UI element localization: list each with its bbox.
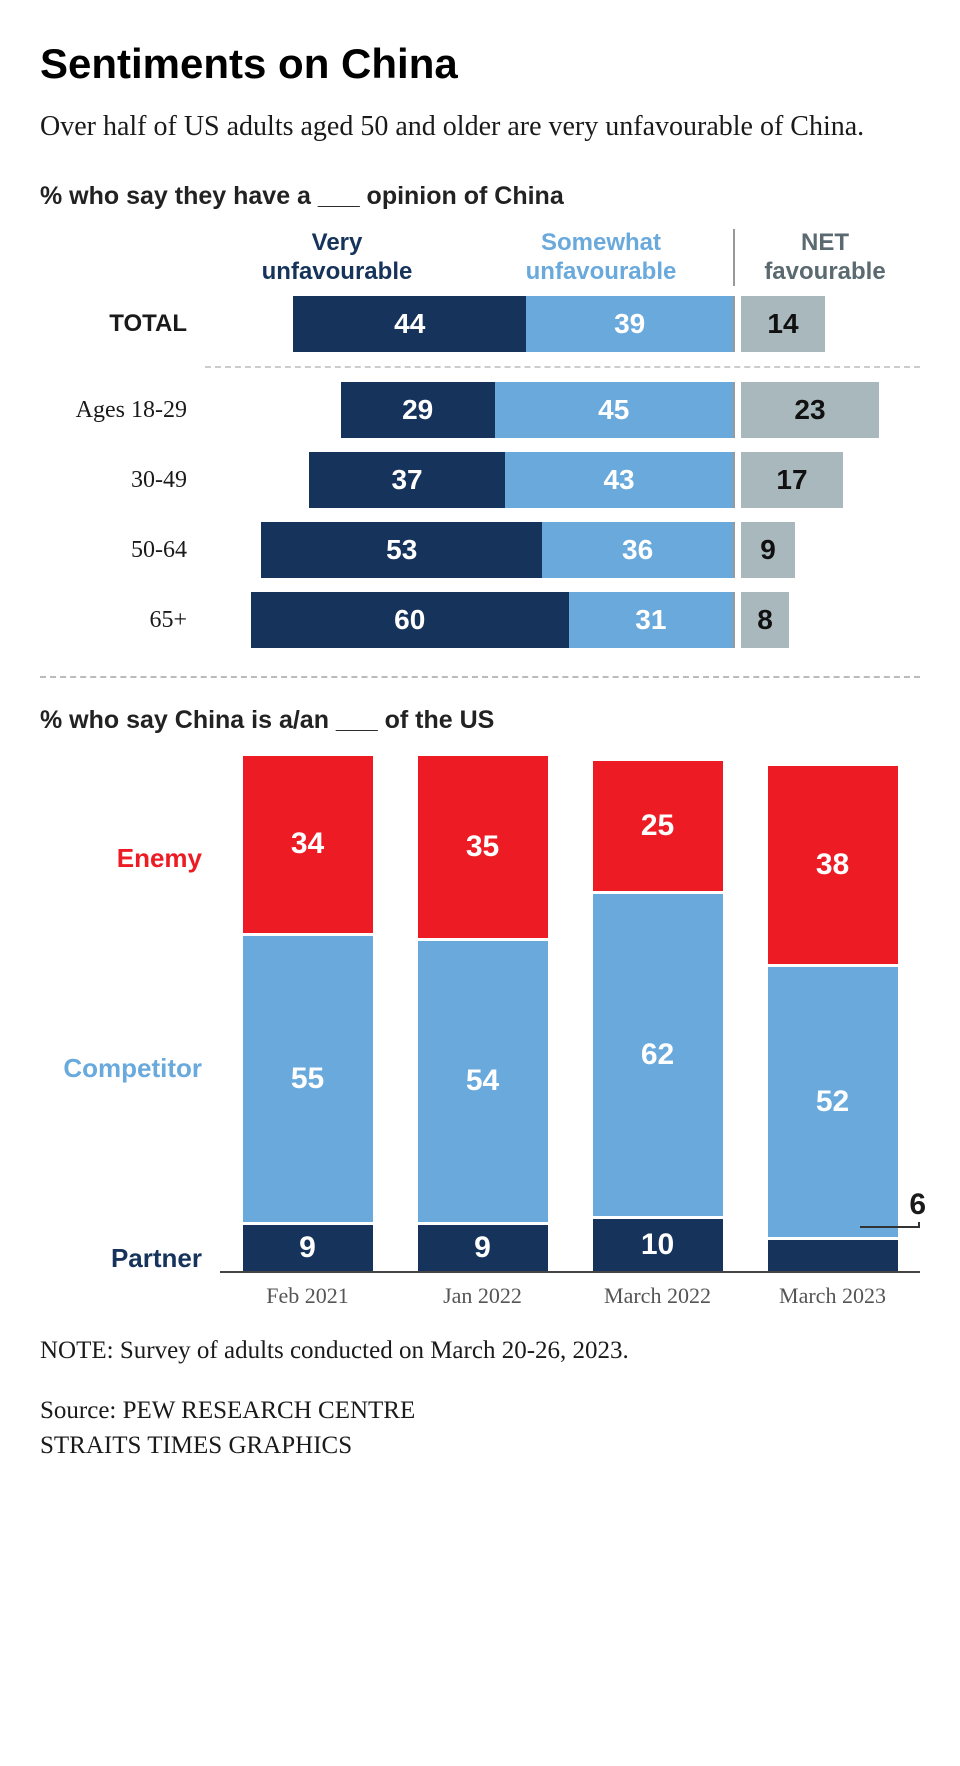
- seg-partner: 9: [418, 1225, 548, 1272]
- chart-subtitle: Over half of US adults aged 50 and older…: [40, 108, 920, 146]
- chart-title: Sentiments on China: [40, 40, 920, 88]
- row-label: 65+: [40, 607, 205, 634]
- bar-net: 23: [741, 382, 879, 438]
- source-text: Source: PEW RESEARCH CENTRE STRAITS TIME…: [40, 1393, 920, 1463]
- bar-net: 9: [741, 522, 795, 578]
- seg-partner: [768, 1240, 898, 1271]
- stacked-column: 3852: [768, 766, 898, 1271]
- seg-enemy: 38: [768, 766, 898, 964]
- bar-very: 44: [293, 296, 526, 352]
- seg-competitor: 62: [593, 894, 723, 1216]
- row-label: 30-49: [40, 467, 205, 494]
- bar-net: 17: [741, 452, 843, 508]
- note-text: NOTE: Survey of adults conducted on Marc…: [40, 1337, 920, 1365]
- bar-some: 43: [505, 452, 733, 508]
- bar-very: 60: [251, 592, 569, 648]
- chart1-row: 30-49 374317: [40, 452, 920, 508]
- bar-very: 37: [309, 452, 505, 508]
- bar-some: 36: [542, 522, 733, 578]
- bar-some: 45: [495, 382, 734, 438]
- source-line1: Source: PEW RESEARCH CENTRE: [40, 1397, 415, 1424]
- seg-competitor: 54: [418, 941, 548, 1222]
- chart1-row: 50-64 53369: [40, 522, 920, 578]
- chart2-legend: Enemy Competitor Partner: [40, 753, 220, 1273]
- seg-enemy: 34: [243, 756, 373, 933]
- row-label: Ages 18-29: [40, 397, 205, 424]
- chart2: EnemyCompetitorPartner 34559355492562103…: [40, 753, 920, 1309]
- legend-competitor: Competitor: [63, 1053, 202, 1084]
- col-some: Somewhatunfavourable: [469, 229, 733, 287]
- col-net: NETfavourable: [735, 229, 915, 287]
- divider: [40, 676, 920, 678]
- x-label: March 2023: [768, 1283, 898, 1309]
- seg-competitor: 52: [768, 967, 898, 1237]
- bar-net: 8: [741, 592, 789, 648]
- legend-partner: Partner: [111, 1243, 202, 1274]
- stacked-column: 256210: [593, 761, 723, 1271]
- seg-enemy: 35: [418, 756, 548, 938]
- seg-enemy: 25: [593, 761, 723, 891]
- chart1: VeryunfavourableSomewhatunfavourableNETf…: [40, 229, 920, 649]
- chart1-heading: % who say they have a ___ opinion of Chi…: [40, 182, 920, 211]
- stacked-column: 34559: [243, 756, 373, 1272]
- bar-very: 53: [261, 522, 542, 578]
- seg-partner: 10: [593, 1219, 723, 1271]
- chart2-plot: 34559355492562103852 6: [220, 753, 920, 1273]
- total-divider: [205, 366, 920, 368]
- legend-enemy: Enemy: [117, 843, 202, 874]
- callout-partner-value: 6: [909, 1188, 926, 1222]
- stacked-column: 35549: [418, 756, 548, 1272]
- seg-competitor: 55: [243, 936, 373, 1222]
- seg-partner: 9: [243, 1225, 373, 1272]
- row-label: TOTAL: [40, 310, 205, 338]
- col-very: Veryunfavourable: [205, 229, 469, 287]
- x-label: Feb 2021: [243, 1283, 373, 1309]
- chart1-row: Ages 18-29 294523: [40, 382, 920, 438]
- chart1-row: 65+ 60318: [40, 592, 920, 648]
- chart2-xlabels: Feb 2021 Jan 2022 March 2022 March 2023: [220, 1283, 920, 1309]
- bar-some: 31: [569, 592, 733, 648]
- bar-net: 14: [741, 296, 825, 352]
- source-line2: STRAITS TIMES GRAPHICS: [40, 1432, 352, 1459]
- x-label: Jan 2022: [418, 1283, 548, 1309]
- row-label: 50-64: [40, 537, 205, 564]
- chart2-heading: % who say China is a/an ___ of the US: [40, 706, 920, 735]
- callout-line: [860, 1222, 920, 1228]
- chart1-row: TOTAL 443914: [40, 296, 920, 352]
- bar-some: 39: [526, 296, 733, 352]
- bar-very: 29: [341, 382, 495, 438]
- x-label: March 2022: [593, 1283, 723, 1309]
